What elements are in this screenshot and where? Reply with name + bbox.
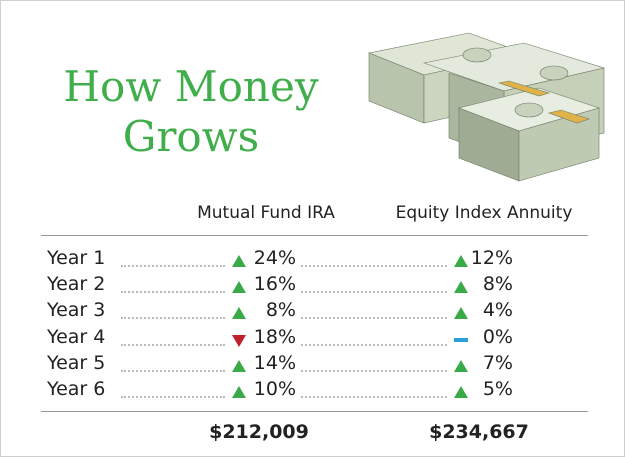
trend-icon (454, 255, 468, 267)
dot-leader (121, 317, 225, 320)
cell-value: 14% (253, 351, 296, 374)
dot-leader (301, 291, 447, 294)
trend-icon (454, 337, 468, 342)
cell-value: 18% (253, 325, 296, 348)
dot-leader (121, 343, 225, 346)
cell-value: 8% (265, 299, 296, 322)
cell-value: 10% (253, 378, 296, 400)
trend-icon (454, 359, 468, 372)
cell-value: 4% (482, 299, 513, 322)
total: $212,009 (209, 421, 309, 443)
money-illustration (367, 32, 606, 182)
title-line: How Money (63, 62, 319, 111)
column-header: Equity Index Annuity (395, 203, 573, 223)
cell-value: 0% (482, 325, 513, 348)
dot-leader (301, 317, 447, 320)
trend-icon (232, 281, 246, 294)
cell-value: 8% (482, 273, 513, 296)
column-header: Mutual Fund IRA (197, 203, 335, 223)
row-label: Year 5 (47, 351, 106, 374)
dot-leader (121, 291, 225, 294)
dot-leader (301, 265, 447, 267)
row-label: Year 6 (47, 378, 106, 400)
trend-icon (454, 281, 468, 294)
trend-icon (454, 307, 468, 320)
cell-value: 7% (482, 351, 513, 374)
trend-icon (232, 307, 246, 320)
trend-icon (232, 359, 246, 372)
cell-value: 12% (470, 247, 513, 269)
cell-value: 5% (482, 378, 513, 400)
dot-leader (121, 369, 225, 372)
title-line: Grows (122, 112, 260, 161)
total: $234,667 (429, 421, 529, 443)
dot-leader (301, 369, 447, 372)
divider (41, 235, 588, 236)
row-label: Year 1 (47, 247, 106, 269)
dot-leader (301, 396, 447, 398)
dot-leader (121, 396, 225, 398)
trend-icon (232, 255, 246, 267)
row-label: Year 2 (47, 273, 106, 296)
dot-leader (121, 265, 225, 267)
trend-icon (232, 334, 246, 347)
trend-icon (454, 386, 468, 398)
trend-icon (232, 386, 246, 398)
divider (41, 411, 588, 412)
dot-leader (301, 343, 447, 346)
cell-value: 24% (253, 247, 296, 269)
row-label: Year 4 (47, 325, 106, 348)
cell-value: 16% (253, 273, 296, 296)
row-label: Year 3 (47, 299, 106, 322)
